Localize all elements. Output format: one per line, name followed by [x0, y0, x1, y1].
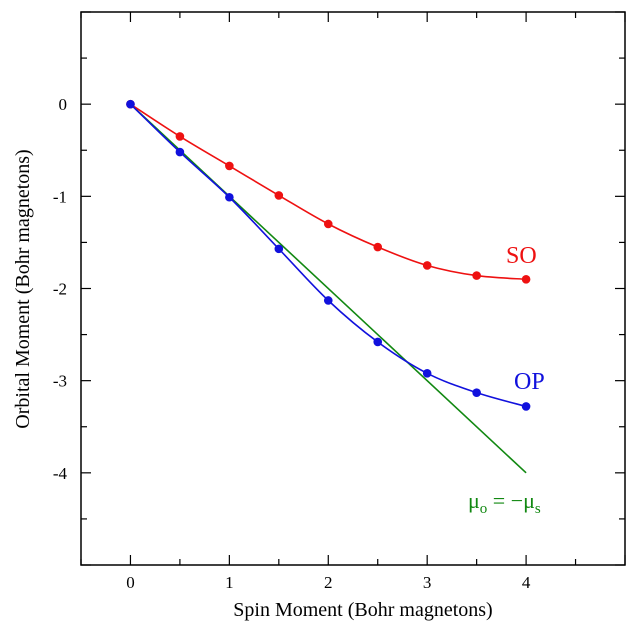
series-lines: [129, 103, 527, 474]
data-point-op: [126, 99, 135, 109]
so-series-label: SO: [506, 243, 537, 269]
y-axis-title: Orbital Moment (Bohr magnetons): [12, 149, 34, 428]
y-tick-label: -4: [53, 464, 68, 483]
data-point-op: [521, 402, 531, 411]
op-series-label: OP: [514, 369, 545, 395]
data-point-op: [422, 368, 432, 378]
data-point-op: [323, 296, 333, 305]
series-line-reference: [129, 103, 527, 474]
tick-labels: 0 1 2 3 4 0 -1 -2 -3 -4: [53, 95, 531, 592]
data-point-so: [323, 219, 333, 229]
y-tick-label: -3: [53, 372, 67, 391]
y-tick-label: -1: [53, 187, 67, 206]
series-line-op: [129, 103, 527, 408]
data-point-so: [472, 271, 481, 280]
data-point-so: [175, 132, 185, 141]
annotation-mu-s: μ: [523, 488, 535, 513]
annotation-sub-s: s: [535, 501, 541, 517]
data-point-op: [274, 244, 284, 254]
data-point-so: [225, 161, 234, 171]
data-point-op: [472, 388, 481, 397]
plot-frame: [80, 11, 626, 566]
data-point-op: [175, 147, 185, 157]
axis-ticks: [80, 11, 626, 566]
data-point-so: [274, 191, 284, 200]
data-point-op: [373, 337, 383, 347]
x-tick-label: 3: [423, 573, 432, 592]
x-tick-label: 1: [225, 573, 234, 592]
annotation-equals: = −: [487, 488, 523, 513]
series-line-so: [130, 103, 527, 281]
x-tick-label: 4: [522, 573, 531, 592]
data-point-so: [373, 242, 383, 252]
x-tick-label: 2: [324, 573, 333, 592]
diagonal-annotation: μo = −μs: [468, 488, 541, 517]
annotation-mu-o: μ: [468, 488, 480, 513]
data-point-so: [521, 274, 531, 284]
annotation-sub-o: o: [480, 501, 488, 517]
x-tick-label: 0: [126, 573, 135, 592]
series-points: [126, 99, 531, 411]
data-point-so: [422, 261, 432, 270]
y-tick-label: 0: [59, 95, 68, 114]
x-axis-title: Spin Moment (Bohr magnetons): [233, 599, 492, 621]
data-point-op: [225, 192, 234, 202]
y-tick-label: -2: [53, 280, 67, 299]
